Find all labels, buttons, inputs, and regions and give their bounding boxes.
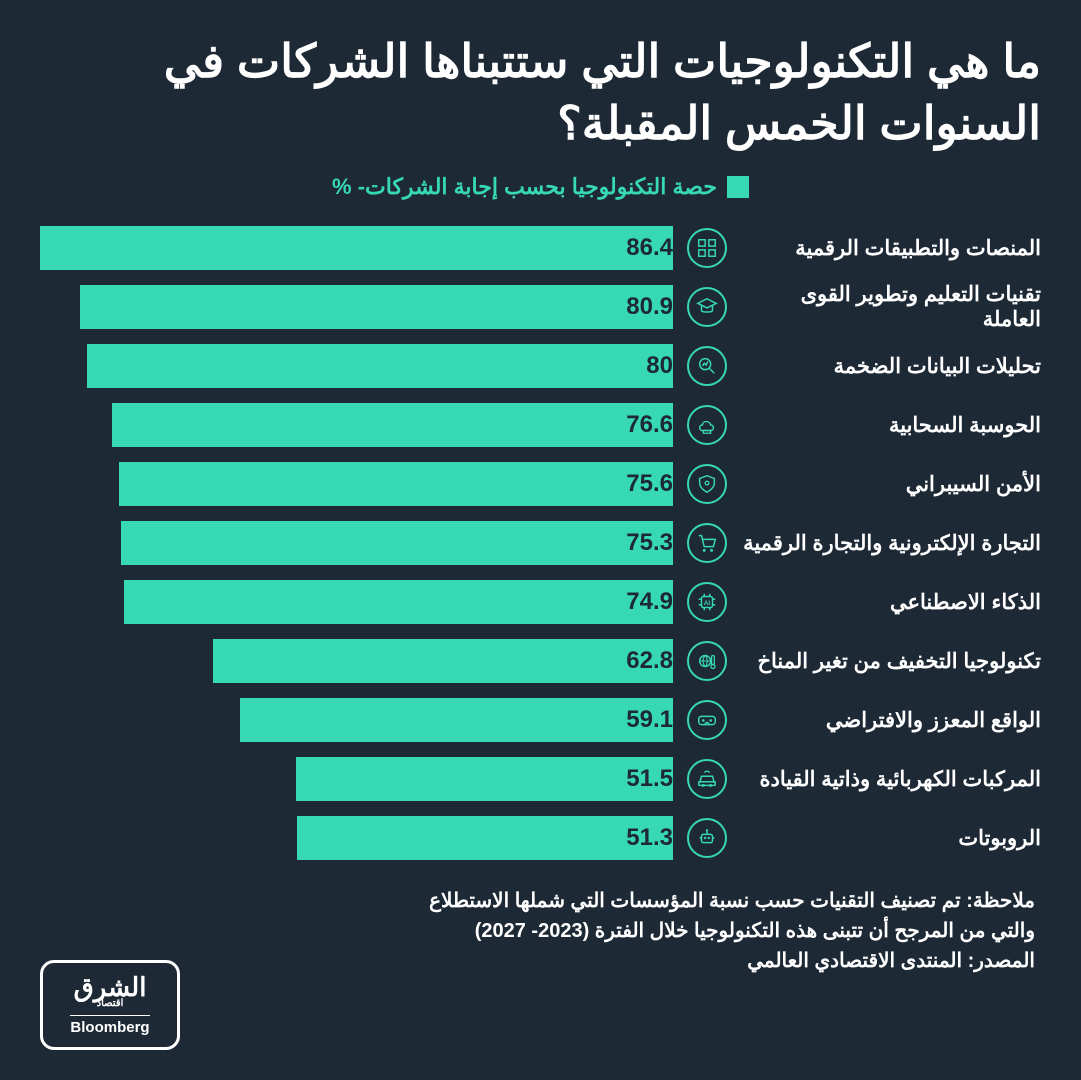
chart-row: تحليلات البيانات الضخمة 80 [40,342,1041,390]
climate-icon [687,641,727,681]
chart-row: الأمن السيبراني 75.6 [40,460,1041,508]
brand-logo: الشرق اقتصاد Bloomberg [40,960,180,1050]
ai-icon [687,582,727,622]
apps-icon [687,228,727,268]
bar-value: 62.8 [626,647,673,675]
bar-value: 51.3 [626,824,673,852]
bar-label: الأمن السيبراني [741,472,1041,497]
bar-track: 51.3 [40,816,673,860]
logo-sub: اقتصاد [97,998,124,1009]
chart-row: المنصات والتطبيقات الرقمية 86.4 [40,224,1041,272]
bar-label: الواقع المعزز والافتراضي [741,708,1041,733]
bar: 51.5 [296,757,673,801]
bar-value: 75.6 [626,470,673,498]
bar-track: 51.5 [40,757,673,801]
note-line-2: والتي من المرجح أن تتبنى هذه التكنولوجيا… [235,916,1035,946]
bar: 74.9 [124,580,673,624]
bar-label: الروبوتات [741,826,1041,851]
bar: 59.1 [240,698,673,742]
bar-value: 74.9 [626,588,673,616]
note-line-1: ملاحظة: تم تصنيف التقنيات حسب نسبة المؤس… [235,886,1035,916]
vr-icon [687,700,727,740]
bar: 51.3 [297,816,673,860]
logo-separator [70,1015,150,1016]
shield-icon [687,464,727,504]
bar-track: 59.1 [40,698,673,742]
legend: حصة التكنولوجيا بحسب إجابة الشركات- % [40,174,1041,200]
education-icon [687,287,727,327]
bar-value: 51.5 [626,765,673,793]
bar: 86.4 [40,226,673,270]
chart-row: التجارة الإلكترونية والتجارة الرقمية 75.3 [40,519,1041,567]
bar-label: تحليلات البيانات الضخمة [741,354,1041,379]
bar-track: 74.9 [40,580,673,624]
bar-value: 80.9 [626,293,673,321]
chart-row: تكنولوجيا التخفيف من تغير المناخ 62.8 [40,637,1041,685]
page-title: ما هي التكنولوجيات التي ستتبناها الشركات… [40,30,1041,154]
bar-track: 62.8 [40,639,673,683]
robot-icon [687,818,727,858]
bar-label: تقنيات التعليم وتطوير القوى العاملة [741,282,1041,332]
bar: 75.3 [121,521,673,565]
cloud-icon [687,405,727,445]
bar: 62.8 [213,639,673,683]
bar-value: 86.4 [626,234,673,262]
chart-row: الحوسبة السحابية 76.6 [40,401,1041,449]
bar-track: 80 [40,344,673,388]
bar: 76.6 [112,403,673,447]
legend-label: حصة التكنولوجيا بحسب إجابة الشركات- % [332,174,717,200]
bar: 80 [87,344,673,388]
bar-track: 86.4 [40,226,673,270]
car-icon [687,759,727,799]
analytics-icon [687,346,727,386]
bar-track: 80.9 [40,285,673,329]
bar-label: المركبات الكهربائية وذاتية القيادة [741,767,1041,792]
bar-value: 76.6 [626,411,673,439]
legend-swatch [727,176,749,198]
bar: 80.9 [80,285,673,329]
bar-track: 75.3 [40,521,673,565]
bar-value: 75.3 [626,529,673,557]
bar-value: 80 [646,352,673,380]
bar-label: التجارة الإلكترونية والتجارة الرقمية [741,531,1041,556]
bar-label: المنصات والتطبيقات الرقمية [741,236,1041,261]
chart-row: تقنيات التعليم وتطوير القوى العاملة 80.9 [40,283,1041,331]
bar-track: 75.6 [40,462,673,506]
footnote: ملاحظة: تم تصنيف التقنيات حسب نسبة المؤس… [235,886,1035,976]
cart-icon [687,523,727,563]
chart-row: الذكاء الاصطناعي 74.9 [40,578,1041,626]
chart-row: الروبوتات 51.3 [40,814,1041,862]
source: المصدر: المنتدى الاقتصادي العالمي [235,946,1035,976]
chart-row: الواقع المعزز والافتراضي 59.1 [40,696,1041,744]
logo-partner: Bloomberg [70,1019,149,1036]
bar-value: 59.1 [626,706,673,734]
bar-track: 76.6 [40,403,673,447]
bar-label: الذكاء الاصطناعي [741,590,1041,615]
bar-label: تكنولوجيا التخفيف من تغير المناخ [741,649,1041,674]
bar: 75.6 [119,462,673,506]
bar-chart: المنصات والتطبيقات الرقمية 86.4 تقنيات الت… [40,224,1041,862]
logo-brand: الشرق [74,974,147,1000]
bar-label: الحوسبة السحابية [741,413,1041,438]
chart-row: المركبات الكهربائية وذاتية القيادة 51.5 [40,755,1041,803]
